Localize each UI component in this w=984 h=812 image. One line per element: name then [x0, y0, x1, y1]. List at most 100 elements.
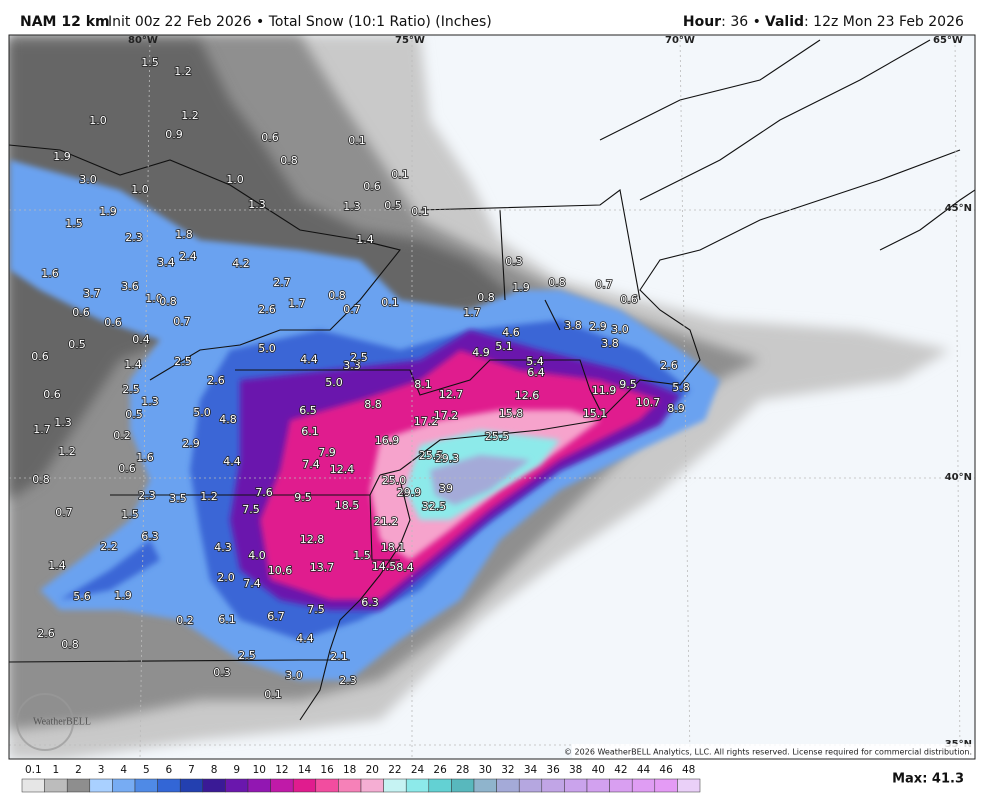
snow-total-label: 16.9	[375, 434, 400, 447]
snow-shade-lavender	[430, 455, 530, 505]
snow-total-label: 2.5	[238, 649, 256, 662]
snow-total-label: 0.6	[104, 316, 122, 329]
graticule-label: 65°W	[933, 35, 963, 46]
legend-swatch	[586, 778, 610, 793]
max-value: Max: 41.3	[892, 772, 964, 787]
legend-label: 22	[388, 764, 401, 776]
snow-total-label: 32.5	[422, 500, 447, 513]
snow-total-label: 12.8	[300, 533, 325, 546]
legend-swatch	[179, 778, 204, 793]
snow-total-label: 14.5	[372, 560, 397, 573]
snow-total-label: 0.1	[391, 168, 409, 181]
snow-total-label: 1.6	[136, 451, 154, 464]
legend-label: 24	[411, 764, 425, 776]
logo-ring	[16, 693, 74, 751]
legend-swatch	[473, 778, 497, 793]
snow-total-label: 0.6	[620, 293, 638, 306]
snow-total-label: 0.7	[343, 303, 361, 316]
snow-total-label: 2.2	[100, 540, 118, 553]
snow-total-label: 0.5	[68, 338, 86, 351]
legend-swatch	[405, 778, 430, 793]
snow-total-label: 6.3	[361, 596, 379, 609]
snow-total-label: 3.8	[564, 319, 582, 332]
snow-total-label: 3.5	[169, 492, 187, 505]
snow-total-label: 0.8	[159, 295, 177, 308]
snow-total-label: 39	[439, 482, 453, 495]
snow-total-label: 18.5	[335, 499, 360, 512]
snow-total-label: 0.8	[32, 473, 50, 486]
snow-total-label: 4.4	[300, 353, 318, 366]
snow-total-label: 5.0	[258, 342, 276, 355]
legend-swatch	[451, 778, 475, 793]
snow-total-label: 10.6	[268, 564, 293, 577]
snow-total-label: 0.3	[505, 255, 523, 268]
snow-total-label: 5.1	[495, 340, 513, 353]
snow-total-label: 1.2	[181, 109, 199, 122]
legend-label: 7	[188, 764, 195, 776]
legend-label: 42	[614, 764, 627, 776]
snow-total-label: 3.0	[285, 669, 303, 682]
snow-total-label: 4.0	[248, 549, 266, 562]
snow-total-label: 15.8	[499, 407, 524, 420]
legend-label: 30	[479, 764, 492, 776]
legend-swatch	[360, 778, 384, 793]
snow-total-label: 8.1	[414, 378, 432, 391]
legend-swatch	[66, 778, 91, 793]
legend-label: 16	[320, 764, 334, 776]
snow-total-label: 25.0	[382, 474, 407, 487]
snow-total-label: 1.3	[248, 198, 266, 211]
snow-total-label: 3.7	[83, 287, 101, 300]
snow-total-label: 0.1	[264, 688, 282, 701]
graticule-label: 75°W	[395, 35, 425, 46]
legend-swatch	[44, 778, 68, 793]
snow-total-label: 12.4	[330, 463, 355, 476]
legend-swatch	[89, 778, 113, 793]
snow-total-label: 2.1	[330, 650, 348, 663]
snow-total-label: 0.6	[72, 306, 90, 319]
legend-swatch	[292, 778, 317, 793]
snow-total-label: 1.9	[512, 281, 530, 294]
snow-total-label: 8.4	[396, 561, 414, 574]
snow-total-label: 3.6	[121, 280, 139, 293]
snow-total-label: 5.0	[325, 376, 343, 389]
snow-total-label: 6.1	[218, 613, 236, 626]
snow-total-label: 0.6	[118, 462, 136, 475]
snow-total-label: 1.5	[353, 549, 371, 562]
snow-total-label: 1.5	[65, 217, 83, 230]
snow-total-label: 4.8	[219, 413, 237, 426]
legend-label: 8	[211, 764, 218, 776]
snow-total-label: 6.5	[299, 404, 317, 417]
legend-swatch	[654, 778, 678, 793]
snow-total-label: 2.3	[339, 674, 357, 687]
legend-label: 40	[592, 764, 605, 776]
snow-total-label: 1.9	[114, 589, 132, 602]
logo: WeatherBELL	[33, 716, 91, 727]
snow-total-label: 3.0	[611, 323, 629, 336]
snow-total-label: 3.0	[79, 173, 97, 186]
state-lines-south	[9, 659, 350, 663]
snow-total-label: 5.4	[526, 355, 544, 368]
legend-label: 20	[366, 764, 379, 776]
snow-total-label: 17.2	[434, 409, 459, 422]
map-labels: 1.51.21.00.91.20.6 0.10.81.93.01.01.00.60…	[30, 55, 690, 702]
legend-label: 0.1	[25, 764, 42, 776]
snow-total-label: 3.8	[601, 337, 619, 350]
coastline-south	[299, 479, 411, 721]
snow-total-label: 1.0	[145, 292, 163, 305]
snow-total-label: 0.7	[173, 315, 191, 328]
snow-total-label: 1.4	[48, 559, 66, 572]
hour-label: Hour	[683, 14, 721, 30]
snow-total-label: 7.4	[243, 577, 261, 590]
snow-total-label: 0.7	[595, 278, 613, 291]
valid-label: Valid	[765, 14, 804, 30]
snow-total-label: 1.2	[174, 65, 192, 78]
snow-total-label: 8.9	[667, 402, 685, 415]
legend-label: 26	[433, 764, 447, 776]
boundaries	[9, 39, 975, 721]
legend-swatch	[496, 778, 520, 793]
snow-total-label: 2.9	[182, 437, 200, 450]
snow-total-label: 2.5	[122, 383, 140, 396]
snow-total-label: 1.6	[41, 267, 59, 280]
snow-total-label: 1.3	[343, 200, 361, 213]
snow-total-label: 21.2	[374, 515, 399, 528]
